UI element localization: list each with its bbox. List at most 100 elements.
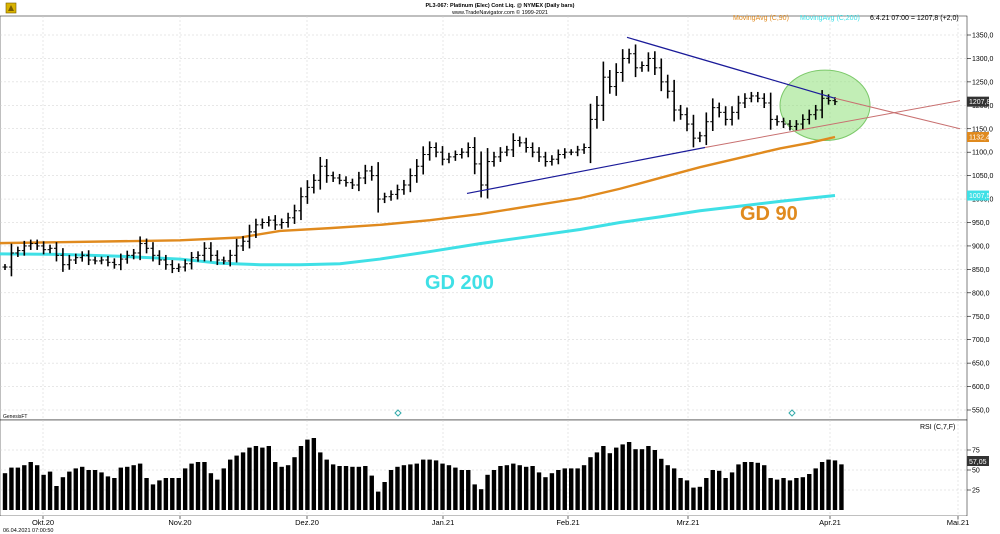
rsi-bar [453,467,458,510]
ohlc-bar [227,249,233,267]
rsi-bar [652,450,658,510]
rsi-axis-ticks: 75 50 25 [967,448,980,495]
x-tick-label: Feb.21 [556,518,579,527]
rsi-bar [240,452,246,510]
ohlc-bar [349,178,355,190]
ohlc-bar [394,184,400,200]
rsi-bar [253,446,259,510]
rsi-bar [182,468,188,510]
ohlc-bar [304,180,310,204]
ohlc-bar [221,256,227,265]
ohlc-bar [755,91,761,103]
rsi-bar [588,457,593,510]
ohlc-bar [99,256,105,265]
rsi-bar [678,478,683,510]
rsi-bar [549,473,555,510]
rsi-bar [54,486,59,510]
rsi-bar [202,462,207,510]
y-tick-label: 1250,0 [972,79,994,86]
y-tick-label: 1050,0 [972,173,994,180]
rsi-bar [395,466,400,510]
ohlc-bar [144,238,150,254]
ohlc-bar [671,79,677,122]
ohlc-bar [748,91,754,103]
ohlc-bar [272,215,278,230]
ohlc-bar [697,131,703,143]
rsi-bar [421,459,426,510]
ohlc-bar [742,93,748,109]
ohlc-bar [813,104,819,120]
rsi-tick-label: 75 [972,448,980,455]
ohlc-bar [259,218,265,229]
ohlc-bar [163,254,169,270]
rsi-bar [324,459,329,510]
ohlc-bar [343,176,349,187]
ohlc-bar [787,120,793,131]
rsi-bar [330,464,336,510]
rsi-bar [157,480,162,510]
rsi-bar [800,477,806,510]
rsi-bar [504,465,510,510]
ohlc-bar [60,248,66,272]
rsi-bar [684,480,690,510]
rsi-bar [176,478,181,510]
rsi-bar [813,468,818,510]
x-tick-label: Apr.21 [819,518,841,527]
rsi-value-badge: 57,05 [967,456,989,466]
ohlc-bar [446,152,452,164]
y-tick-label: 550,0 [972,408,990,415]
rsi-bar [375,491,381,510]
source-label: GenesisFT [3,414,27,420]
rsi-bar [34,465,40,510]
rsi-bar [774,479,780,510]
svg-text:57,05: 57,05 [969,459,987,466]
rsi-bar [446,465,452,510]
ohlc-bar [690,114,696,148]
y-tick-label: 1350,0 [972,33,994,40]
legend-quote: 6.4.21 07:00 = 1207,8 (+2,0) [870,15,959,22]
ohlc-bar [234,238,240,263]
rsi-bar [2,473,8,510]
rsi-tick-label: 25 [972,488,980,495]
rsi-bar [22,465,27,510]
rsi-bar [266,446,271,510]
rsi-bar [41,474,46,510]
ohlc-bar [665,74,671,99]
rsi-bar [659,458,664,510]
rsi-bar [433,460,439,510]
ohlc-bar [240,236,246,251]
rsi-bar [60,477,66,510]
rsi-bar [285,465,291,510]
x-tick-label: Mai.21 [947,518,970,527]
rsi-bar [601,446,606,510]
rsi-bar [556,470,561,510]
ohlc-bar [703,112,709,146]
rsi-bar [819,462,825,510]
ohlc-bar [137,236,143,261]
ohlc-bar [195,251,201,262]
rsi-bar [408,464,413,510]
rsi-bar [311,438,317,510]
ohlc-bar [214,250,220,266]
ohlc-bar [414,159,420,183]
ohlc-bar [781,117,787,129]
ohlc-bar [330,171,336,182]
ohlc-bar [253,218,259,238]
x-tick-label: Dez.20 [295,518,319,527]
rsi-bar [195,462,201,510]
rsi-bar [569,468,574,510]
x-tick-label: Nov.20 [168,518,191,527]
ohlc-bar [246,224,252,249]
ohlc-bar [2,264,8,270]
ohlc-bar [28,239,34,250]
rsi-bar [105,476,111,510]
ohlc-bar [761,93,767,109]
ohlc-bar [201,242,207,262]
ohlc-bar [440,146,446,166]
rsi-bar [787,480,793,510]
rsi-bar [639,449,645,510]
rsi-bar [125,466,130,510]
rsi-bar [279,466,284,510]
ohlc-bar [47,244,53,254]
